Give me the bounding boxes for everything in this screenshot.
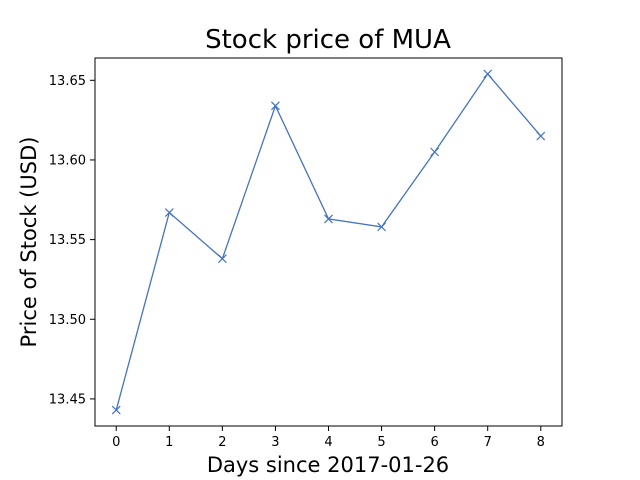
y-tick-label: 13.60 [49, 153, 86, 168]
data-point-marker [111, 405, 121, 415]
x-tick-label: 3 [271, 435, 279, 450]
x-tick-label: 4 [324, 435, 332, 450]
y-tick-label: 13.50 [49, 313, 86, 328]
data-point-marker [430, 147, 440, 157]
plot-area-frame [94, 57, 563, 427]
x-tick-label: 6 [430, 435, 438, 450]
y-axis-ticks: 13.45 13.50 13.55 13.60 13.65 [49, 74, 95, 407]
x-tick-label: 2 [218, 435, 226, 450]
x-tick-label: 5 [377, 435, 385, 450]
x-axis-ticks: 0 1 2 3 4 5 6 7 8 [112, 426, 545, 450]
series-line [115, 72, 542, 411]
data-point-marker [536, 131, 546, 141]
x-tick-label: 0 [112, 435, 120, 450]
y-axis-label: Price of Stock (USD) [17, 137, 41, 348]
data-point-marker [271, 101, 280, 111]
x-axis-label: Days since 2017-01-26 [207, 453, 449, 477]
data-point-marker [377, 222, 386, 232]
data-point-marker [164, 208, 174, 217]
y-tick-label: 13.45 [49, 392, 86, 407]
chart-title: Stock price of MUA [205, 25, 451, 55]
data-point-marker [217, 254, 227, 264]
series-layer [111, 69, 546, 415]
x-tick-label: 8 [537, 435, 545, 450]
y-tick-label: 13.65 [49, 74, 86, 89]
y-tick-label: 13.55 [49, 233, 86, 248]
data-point-marker [483, 69, 493, 79]
x-tick-label: 1 [165, 435, 173, 450]
x-tick-label: 7 [484, 435, 492, 450]
data-point-marker [324, 214, 333, 224]
